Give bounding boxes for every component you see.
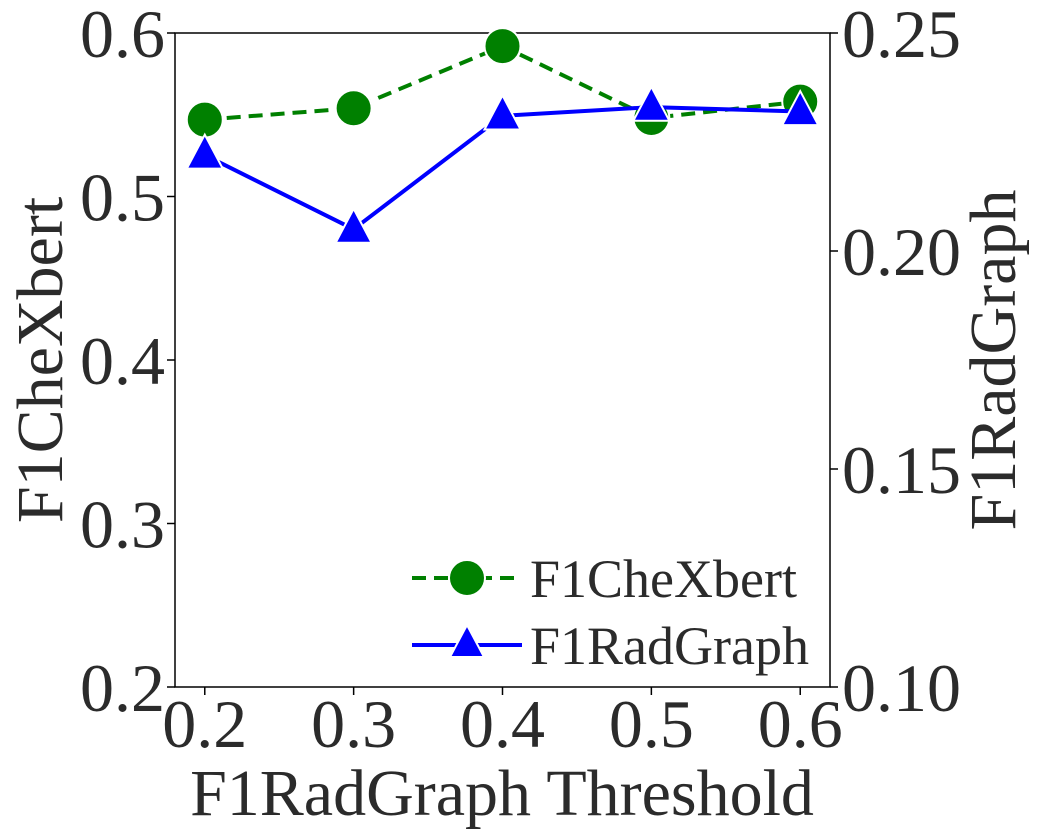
legend-label-f1chexbert: F1CheXbert bbox=[530, 549, 797, 609]
right-y-tick-label: 0.15 bbox=[842, 432, 961, 508]
series-layer bbox=[185, 27, 820, 244]
left-y-tick-label: 0.5 bbox=[80, 160, 165, 236]
x-axis-title: F1RadGraph Threshold bbox=[190, 757, 814, 830]
point-f1chexbert bbox=[483, 27, 522, 66]
x-tick-label: 0.6 bbox=[758, 686, 843, 762]
x-tick-label: 0.2 bbox=[162, 686, 247, 762]
right-y-axis-ticks: 0.10 0.15 0.20 0.25 bbox=[830, 0, 961, 726]
point-f1radgraph bbox=[631, 84, 672, 122]
x-axis-ticks: 0.2 0.3 0.4 0.5 0.6 bbox=[162, 686, 842, 762]
legend-marker-f1chexbert bbox=[448, 559, 486, 597]
right-y-tick-label: 0.20 bbox=[842, 214, 961, 290]
left-y-axis-title: F1CheXbert bbox=[4, 197, 77, 523]
right-y-tick-label: 0.25 bbox=[842, 0, 961, 72]
right-y-axis-title: F1RadGraph bbox=[957, 190, 1030, 531]
legend-marker-f1radgraph bbox=[448, 622, 486, 658]
legend: F1CheXbert F1RadGraph bbox=[412, 549, 809, 676]
point-f1radgraph bbox=[185, 132, 225, 170]
x-tick-label: 0.5 bbox=[609, 686, 694, 762]
legend-label-f1radgraph: F1RadGraph bbox=[530, 616, 809, 676]
left-y-axis-ticks: 0.2 0.3 0.4 0.5 0.6 bbox=[80, 0, 175, 726]
point-f1radgraph bbox=[333, 206, 374, 244]
x-tick-label: 0.4 bbox=[460, 686, 545, 762]
left-y-tick-label: 0.6 bbox=[80, 0, 165, 72]
right-y-tick-label: 0.10 bbox=[842, 650, 961, 726]
point-f1radgraph bbox=[482, 93, 523, 131]
point-f1chexbert bbox=[334, 89, 373, 128]
left-y-tick-label: 0.4 bbox=[80, 323, 165, 399]
x-tick-label: 0.3 bbox=[311, 686, 396, 762]
point-f1chexbert bbox=[185, 100, 224, 139]
point-f1radgraph bbox=[780, 88, 820, 127]
left-y-tick-label: 0.2 bbox=[80, 650, 165, 726]
left-y-tick-label: 0.3 bbox=[80, 487, 165, 563]
